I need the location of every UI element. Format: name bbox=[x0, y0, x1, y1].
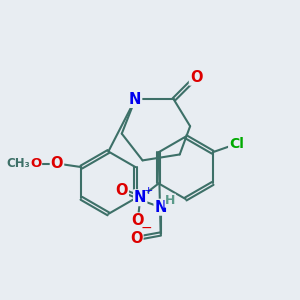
Text: CH₃: CH₃ bbox=[6, 157, 30, 170]
Text: N: N bbox=[129, 92, 141, 107]
Text: O: O bbox=[132, 213, 144, 228]
Text: N: N bbox=[134, 190, 146, 205]
Text: O: O bbox=[51, 156, 63, 171]
Text: O: O bbox=[116, 183, 128, 198]
Text: O: O bbox=[30, 157, 41, 170]
Text: Cl: Cl bbox=[229, 137, 244, 151]
Text: O: O bbox=[190, 70, 202, 85]
Text: −: − bbox=[140, 220, 152, 234]
Text: N: N bbox=[154, 200, 167, 215]
Text: O: O bbox=[130, 231, 142, 246]
Text: +: + bbox=[144, 186, 153, 196]
Text: H: H bbox=[165, 194, 175, 207]
